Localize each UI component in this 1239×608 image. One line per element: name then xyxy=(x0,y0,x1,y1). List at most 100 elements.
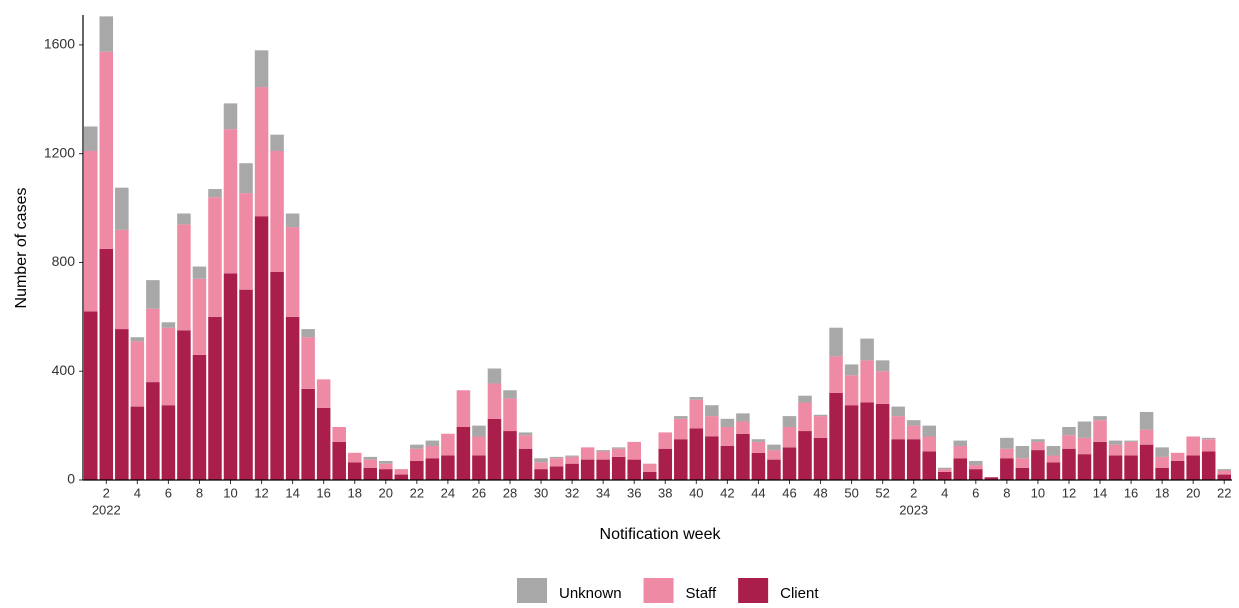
bar-segment xyxy=(969,469,983,480)
legend-swatch xyxy=(517,578,547,608)
bar-segment xyxy=(518,448,533,480)
bar-segment xyxy=(937,469,952,472)
bar-segment xyxy=(782,416,797,427)
x-tick-label: 10 xyxy=(1031,485,1045,500)
legend-swatch xyxy=(643,578,674,608)
bar-segment xyxy=(177,224,191,331)
bar-segment xyxy=(751,452,766,480)
bar-segment xyxy=(829,392,843,480)
bar-segment xyxy=(208,316,222,480)
y-tick-label: 400 xyxy=(52,362,76,378)
bar-segment xyxy=(99,248,114,480)
x-tick-label: 52 xyxy=(875,485,889,500)
bar-segment xyxy=(363,467,378,480)
bar-segment xyxy=(596,451,610,460)
bar-segment xyxy=(736,413,750,422)
bar-segment xyxy=(1015,446,1030,459)
bar-segment xyxy=(534,462,548,470)
bar-segment xyxy=(363,459,378,468)
bar-segment xyxy=(130,337,145,342)
bar-segment xyxy=(813,416,828,438)
x-tick-label: 20 xyxy=(379,485,393,500)
bar-segment xyxy=(891,439,905,480)
bar-segment xyxy=(534,458,548,463)
bar-segment xyxy=(627,459,641,480)
bar-segment xyxy=(751,439,766,442)
bar-segment xyxy=(922,436,936,452)
bar-segment xyxy=(146,382,160,480)
bar-segment xyxy=(301,388,315,480)
bar-segment xyxy=(503,431,517,480)
bar-segment xyxy=(223,273,238,480)
bar-segment xyxy=(270,150,284,272)
bar-segment xyxy=(1031,450,1045,480)
bar-segment xyxy=(410,460,424,480)
bar-segment xyxy=(425,458,440,480)
x-tick-label: 36 xyxy=(627,485,641,500)
bar-segment xyxy=(1077,454,1092,480)
x-tick-label: 32 xyxy=(565,485,579,500)
bar-segment xyxy=(953,446,968,459)
bar-segment xyxy=(1124,440,1138,442)
bar-segment xyxy=(1093,416,1107,421)
bar-segment xyxy=(410,444,424,449)
bar-segment xyxy=(1015,458,1030,468)
y-tick-label: 1600 xyxy=(44,36,75,52)
x-tick-label: 18 xyxy=(1155,485,1169,500)
bar-segment xyxy=(844,375,859,406)
bar-segment xyxy=(1031,441,1045,451)
x-axis-label: Notification week xyxy=(600,526,722,543)
bar-segment xyxy=(720,418,735,427)
bar-segment xyxy=(1000,448,1014,459)
bar-segment xyxy=(937,467,952,470)
bar-segment xyxy=(782,447,797,480)
bar-segment xyxy=(1124,441,1138,456)
bar-segment xyxy=(720,446,735,480)
bar-segment xyxy=(254,216,269,480)
bar-segment xyxy=(798,402,812,432)
x-tick-label: 14 xyxy=(285,485,299,500)
x-tick-label: 18 xyxy=(347,485,361,500)
bar-segment xyxy=(860,402,874,480)
y-axis-label: Number of cases xyxy=(13,188,30,309)
bar-segment xyxy=(1124,455,1138,480)
x-tick-label: 14 xyxy=(1093,485,1107,500)
bar-segment xyxy=(906,425,921,440)
x-tick-label: 40 xyxy=(689,485,703,500)
bar-segment xyxy=(549,466,564,480)
bar-segment xyxy=(674,418,688,440)
bar-segment xyxy=(813,414,828,417)
bar-segment xyxy=(1155,467,1169,480)
bar-segment xyxy=(84,311,98,480)
bar-segment xyxy=(736,433,750,480)
bar-segment xyxy=(1139,444,1154,480)
bar-segment xyxy=(829,327,843,357)
bar-segment xyxy=(84,150,98,312)
bar-segment xyxy=(875,403,890,480)
bar-segment xyxy=(379,463,393,470)
bar-segment xyxy=(425,440,440,447)
bar-segment xyxy=(549,456,564,459)
bar-segment xyxy=(394,474,409,480)
bar-segment xyxy=(192,354,207,480)
bar-segment xyxy=(705,405,719,417)
bar-segment xyxy=(1062,426,1076,436)
legend-label: Staff xyxy=(686,585,717,602)
bar-segment xyxy=(611,456,626,480)
bar-segment xyxy=(798,431,812,480)
legend-label: Unknown xyxy=(559,585,622,602)
bar-segment xyxy=(1000,458,1014,480)
bar-segment xyxy=(689,428,704,480)
bar-segment xyxy=(1015,467,1030,480)
bar-segment xyxy=(99,51,114,249)
x-tick-label: 46 xyxy=(782,485,796,500)
x-tick-label: 6 xyxy=(972,485,979,500)
bar-segment xyxy=(301,337,315,389)
bar-segment xyxy=(301,329,315,338)
bar-segment xyxy=(953,440,968,447)
x-tick-label: 22 xyxy=(1217,485,1231,500)
bar-segment xyxy=(1201,439,1216,452)
bar-segment xyxy=(1062,435,1076,449)
x-tick-label: 24 xyxy=(441,485,455,500)
